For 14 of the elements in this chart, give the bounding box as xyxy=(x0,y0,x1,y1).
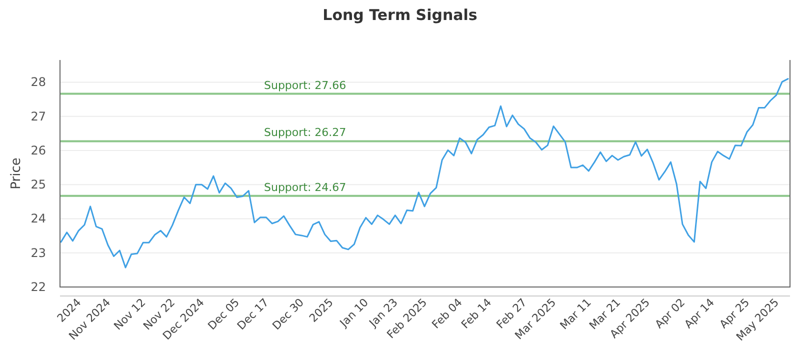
y-axis-title: Price xyxy=(9,158,24,190)
y-tick-label: 24 xyxy=(30,212,46,226)
line-series xyxy=(60,78,789,268)
y-tick-label: 26 xyxy=(30,143,46,158)
y-tick-label: 25 xyxy=(30,178,46,192)
y-tick-label: 28 xyxy=(30,75,46,90)
y-tick-label: 23 xyxy=(30,246,46,260)
y-tick-label: 22 xyxy=(30,280,46,294)
y-tick-label: 27 xyxy=(30,109,46,124)
chart-title: Long Term Signals xyxy=(322,6,478,24)
ref-line-label: Support: 24.67 xyxy=(264,180,346,194)
x-tick-label: Dec 30 xyxy=(270,296,306,333)
ref-line-label: Support: 27.66 xyxy=(264,78,346,92)
ref-line-label: Support: 26.27 xyxy=(264,126,346,140)
